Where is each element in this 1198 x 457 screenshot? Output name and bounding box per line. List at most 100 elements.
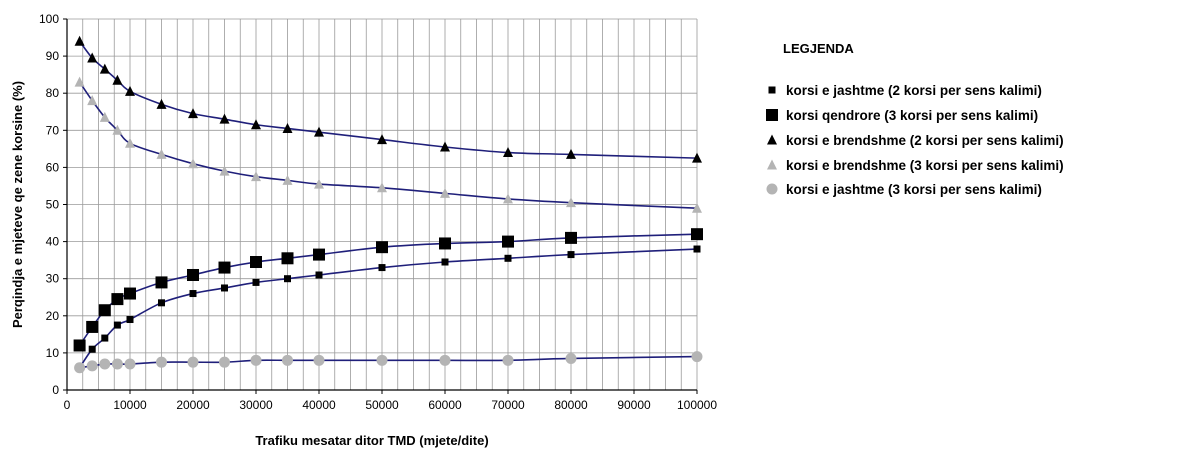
data-point-series-5 [99,358,111,370]
legend-label-3: korsi e brendshme (2 korsi per sens kali… [786,133,1064,148]
data-point-series-5 [187,356,199,368]
x-tick-label: 60000 [428,398,462,412]
data-point-series-4 [503,193,513,204]
data-point-series-1 [315,271,323,279]
y-tick-label: 60 [46,160,60,174]
legend-label-5: korsi e jashtme (3 korsi per sens kalimi… [786,182,1042,197]
data-point-series-5 [439,354,451,366]
data-point-series-3 [692,152,702,163]
data-point-series-2 [86,320,99,333]
x-tick-label: 100000 [677,398,717,412]
data-point-series-4 [692,202,702,213]
x-tick-labels: 0 10000 20000 30000 40000 50000 60000 70000 8000… [64,398,718,412]
data-point-series-3 [219,113,230,124]
data-point-series-2 [565,231,577,244]
trend-curve-4 [78,81,698,210]
data-point-series-5 [124,358,136,370]
data-point-series-1 [113,321,121,329]
x-tick-label: 30000 [239,398,273,412]
data-point-series-2 [98,304,111,317]
x-tick-label: 40000 [302,398,336,412]
data-point-series-1 [88,345,96,353]
data-point-series-3 [87,52,98,63]
data-point-series-3 [188,108,198,119]
data-point-series-1 [567,251,575,259]
data-point-series-2 [281,252,294,265]
legend-label-1: korsi e jashtme (2 korsi per sens kalimi… [786,83,1042,98]
legend-label-4: korsi e brendshme (3 korsi per sens kali… [786,158,1064,173]
y-tick-label: 90 [46,49,60,63]
y-tick-label: 50 [46,198,60,212]
data-point-series-3 [99,63,110,74]
data-point-series-2 [250,256,262,269]
data-point-series-3 [314,126,324,137]
data-point-series-4 [99,111,110,122]
trend-curve-3 [78,40,698,159]
y-tick-label: 20 [46,309,60,323]
data-point-series-4 [156,148,167,159]
data-point-series-2 [187,268,199,281]
data-point-series-5 [691,351,703,363]
data-point-series-4 [112,124,123,135]
x-tick-label: 0 [64,398,71,412]
data-point-series-1 [189,290,197,298]
data-point-series-1 [158,299,165,307]
data-point-series-1 [693,245,701,253]
legend-marker-5 [766,183,778,195]
data-point-series-2 [111,293,124,306]
data-point-series-2 [124,287,136,300]
data-point-series-2 [439,237,451,250]
data-point-series-1 [252,278,260,286]
data-point-series-1 [504,254,512,262]
x-tick-label: 20000 [176,398,210,412]
data-point-series-5 [376,354,388,366]
data-point-series-4 [566,197,576,208]
data-points [73,35,703,374]
data-point-series-5 [156,356,167,368]
data-point-series-4 [87,95,98,106]
data-point-series-2 [73,339,86,352]
data-point-series-5 [74,362,86,374]
data-point-series-3 [566,148,576,159]
data-point-series-4 [282,174,293,185]
y-tick-label: 30 [46,272,60,286]
legend-label-2: korsi qendrore (3 korsi per sens kalimi) [786,108,1038,123]
data-point-series-4 [188,158,198,169]
data-point-series-1 [378,264,386,272]
data-point-series-1 [441,258,449,266]
y-axis-title: Perqindja e mjeteve qe zene korsine (%) [10,81,25,328]
x-tick-label: 70000 [491,398,525,412]
data-point-series-5 [219,356,230,368]
data-point-series-5 [565,352,577,364]
data-point-series-5 [250,354,262,366]
data-point-series-4 [440,187,450,198]
x-tick-label: 80000 [554,398,588,412]
legend-marker-3 [767,134,777,145]
legend: LEGJENDA korsi e jashtme (2 korsi per se… [766,41,1064,197]
data-point-series-3 [156,98,167,109]
legend-marker-2 [766,109,778,121]
y-tick-label: 80 [46,86,60,100]
data-point-series-4 [219,165,230,176]
x-tick-label: 50000 [365,398,399,412]
y-tick-label: 100 [39,12,59,26]
data-point-series-2 [218,261,231,274]
data-point-series-5 [502,354,514,366]
data-point-series-3 [112,74,123,85]
data-point-series-3 [251,119,261,130]
legend-marker-4 [767,159,777,170]
data-point-series-2 [313,248,325,261]
y-tick-label: 10 [46,346,60,360]
data-point-series-4 [377,182,387,193]
data-point-series-1 [126,316,134,324]
data-point-series-2 [376,241,388,254]
y-tick-label: 0 [52,383,59,397]
y-tick-label: 70 [46,123,60,137]
y-tick-labels: 0 10 20 30 40 50 60 70 80 90 100 [39,12,59,397]
axes [63,18,698,394]
data-point-series-5 [282,354,293,366]
data-point-series-3 [74,35,85,46]
data-point-series-2 [502,235,514,248]
legend-marker-1 [768,86,776,94]
data-point-series-4 [314,178,324,189]
